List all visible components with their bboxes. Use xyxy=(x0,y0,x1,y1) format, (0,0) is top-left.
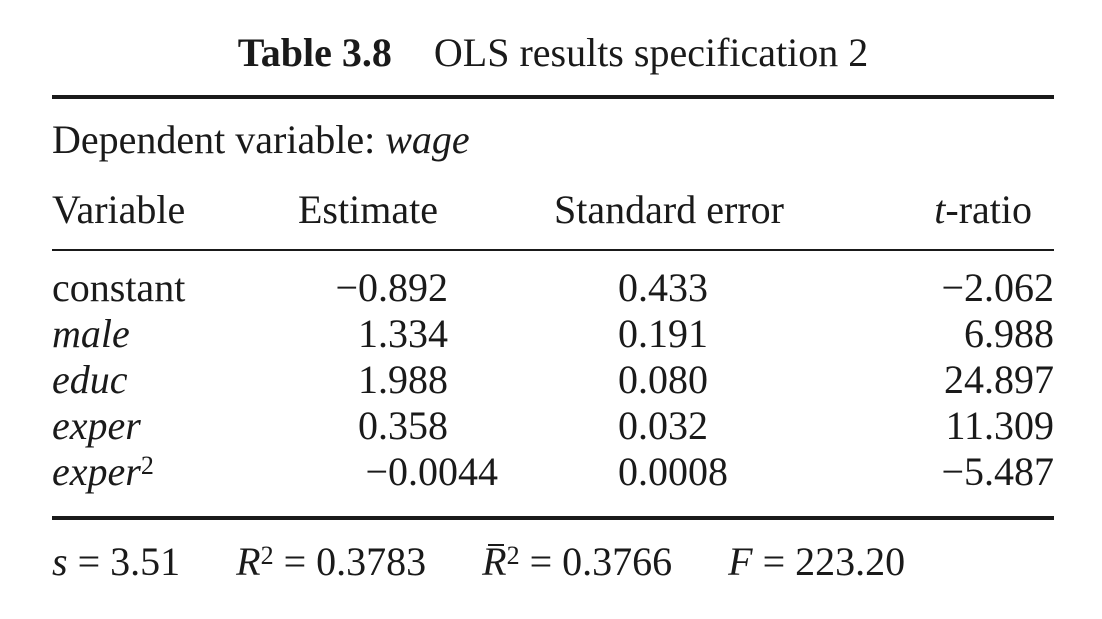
variable-name: male xyxy=(52,311,130,356)
table-title: OLS results specification 2 xyxy=(433,30,869,75)
header-t-ratio-text: -ratio xyxy=(945,187,1032,232)
header-t-ratio: t-ratio xyxy=(832,186,1032,234)
top-rule xyxy=(52,95,1054,99)
header-estimate: Estimate xyxy=(298,187,438,232)
t-ratio-value: 24.897 xyxy=(944,357,1054,402)
header-t-symbol: t xyxy=(934,187,946,232)
table-row: male 1.334 0.191 6.988 xyxy=(52,310,1054,358)
dependent-variable: wage xyxy=(385,117,470,162)
estimate-value: 0.358 xyxy=(358,403,448,448)
table-row: exper 0.358 0.032 11.309 xyxy=(52,402,1054,450)
table-label: Table 3.8 xyxy=(237,30,392,75)
header-variable: Variable xyxy=(52,187,186,232)
variable-name: exper xyxy=(52,403,141,448)
estimate-value: −0.0044 xyxy=(365,449,498,494)
header-row: Variable Estimate Standard error t-ratio xyxy=(52,186,1054,234)
std-error-value: 0.080 xyxy=(618,357,708,402)
estimate-value: 1.334 xyxy=(358,311,448,356)
table-caption: Table 3.8 OLS results specification 2 xyxy=(52,28,1054,78)
header-std-error: Standard error xyxy=(554,187,784,232)
dependent-variable-line: Dependent variable: wage xyxy=(52,116,470,164)
table-page: Table 3.8 OLS results specification 2 Dep… xyxy=(52,0,1054,619)
estimate-value: −0.892 xyxy=(335,265,448,310)
stat-r-squared: R2 = 0.3783 xyxy=(236,539,427,584)
t-ratio-value: 6.988 xyxy=(964,311,1054,356)
t-ratio-value: −2.062 xyxy=(941,265,1054,310)
bottom-rule xyxy=(52,516,1054,520)
std-error-value: 0.0008 xyxy=(618,449,728,494)
t-ratio-value: −5.487 xyxy=(941,449,1054,494)
fit-statistics: s = 3.51 R2 = 0.3783 R2 = 0.3766 F = 223… xyxy=(52,538,951,586)
table-row: educ 1.988 0.080 24.897 xyxy=(52,356,1054,404)
stat-adjusted-r-squared: R2 = 0.3766 xyxy=(482,539,673,584)
table-row: constant −0.892 0.433 −2.062 xyxy=(52,264,1054,312)
stat-s: s = 3.51 xyxy=(52,539,181,584)
variable-name: exper2 xyxy=(52,448,154,496)
table-row: exper2 −0.0044 0.0008 −5.487 xyxy=(52,448,1054,496)
variable-name: educ xyxy=(52,357,128,402)
dependent-prefix: Dependent variable: xyxy=(52,117,376,162)
std-error-value: 0.191 xyxy=(618,311,708,356)
std-error-value: 0.433 xyxy=(618,265,708,310)
variable-name: constant xyxy=(52,265,186,310)
header-rule xyxy=(52,249,1054,251)
stat-f: F = 223.20 xyxy=(728,539,906,584)
std-error-value: 0.032 xyxy=(618,403,708,448)
variable-exponent: 2 xyxy=(140,451,154,480)
estimate-value: 1.988 xyxy=(358,357,448,402)
t-ratio-value: 11.309 xyxy=(945,403,1054,448)
variable-base: exper xyxy=(52,449,141,494)
